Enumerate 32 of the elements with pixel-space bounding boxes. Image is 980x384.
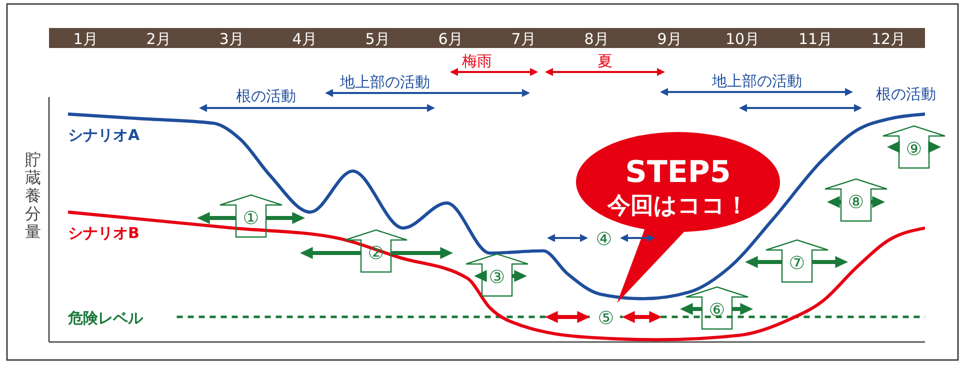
series-label: シナリオB [68,224,140,242]
x-tick-label: 11月 [798,30,833,48]
x-tick-label: 8月 [584,30,609,48]
annotation: ⑤ [598,308,614,329]
annotation: ④ [596,229,612,250]
text: 夏 [598,52,612,70]
x-tick-label: 6月 [438,30,463,48]
series-label: シナリオA [68,126,140,144]
text: 地上部の活動 [339,73,430,91]
annotation: ⑧ [848,192,864,213]
annotation: ⑦ [788,253,806,274]
x-tick-label: 4月 [292,30,317,48]
text: 根の活動 [236,87,296,105]
x-tick-label: 12月 [871,30,906,48]
text: 梅雨 [461,52,492,70]
annotation: STEP5 [625,155,731,190]
x-tick-label: 2月 [146,30,171,48]
x-tick-label: 7月 [511,30,536,48]
text: 地上部の活動 [711,72,802,90]
annotation: ③ [488,267,506,288]
x-tick-label: 5月 [365,30,390,48]
y-axis-title: 貯蔵養分量 [25,150,41,241]
annotation: ⑥ [708,300,726,321]
x-tick-label: 9月 [657,30,682,48]
annotation: ⑨ [906,139,922,160]
x-tick-label: 3月 [219,30,244,48]
annotation: ① [242,208,260,229]
annotation: 今回はココ！ [606,193,748,219]
text: 根の活動 [876,85,936,103]
ref-line-label: 危険レベル [67,308,144,327]
x-tick-label: 1月 [73,30,98,48]
x-tick-label: 10月 [725,30,760,48]
